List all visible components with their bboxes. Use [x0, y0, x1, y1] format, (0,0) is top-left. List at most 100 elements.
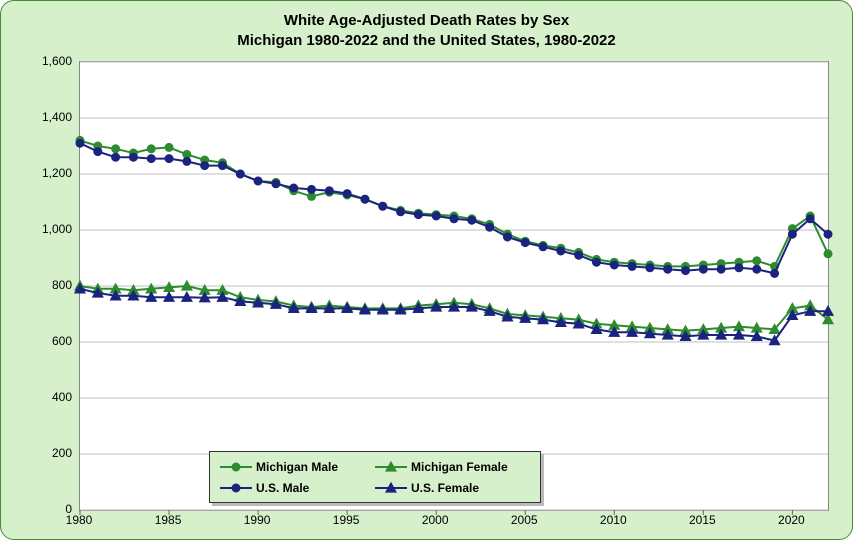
data-point [628, 262, 636, 270]
x-tick-label: 2015 [689, 513, 716, 527]
data-point [521, 239, 529, 247]
series-line [80, 143, 828, 273]
data-point [432, 212, 440, 220]
data-point [201, 162, 209, 170]
data-point [254, 177, 262, 185]
data-point [94, 148, 102, 156]
data-point [232, 484, 240, 492]
legend-item: Michigan Female [375, 456, 530, 477]
x-tick-label: 1995 [333, 513, 360, 527]
series-michigan-male [76, 136, 832, 270]
x-tick-label: 2010 [600, 513, 627, 527]
data-point [610, 261, 618, 269]
data-point [414, 211, 422, 219]
chart-title: White Age-Adjusted Death Rates by Sex Mi… [1, 11, 852, 50]
data-point [236, 170, 244, 178]
legend-label: Michigan Male [256, 457, 338, 477]
plot-area [79, 61, 829, 511]
x-tick-label: 1985 [155, 513, 182, 527]
series-u.s.-female [75, 284, 833, 345]
y-tick-label: 400 [22, 390, 72, 404]
data-point [753, 265, 761, 273]
data-point [486, 223, 494, 231]
data-point [717, 265, 725, 273]
triangle-icon [385, 482, 397, 494]
y-tick-label: 800 [22, 278, 72, 292]
legend-row: U.S. Male U.S. Female [220, 477, 530, 498]
data-point [379, 202, 387, 210]
x-tick-label: 2000 [422, 513, 449, 527]
data-point [218, 162, 226, 170]
data-point [450, 215, 458, 223]
series-u.s.-male [76, 139, 832, 277]
data-point [308, 185, 316, 193]
data-point [325, 187, 333, 195]
triangle-icon [385, 461, 397, 473]
data-point [824, 230, 832, 238]
y-tick-label: 1,400 [22, 110, 72, 124]
data-point [386, 482, 396, 491]
data-point [112, 153, 120, 161]
data-point [165, 155, 173, 163]
legend-label: U.S. Female [411, 478, 479, 498]
data-point [147, 145, 155, 153]
legend-swatch [375, 481, 407, 495]
legend: Michigan MaleMichigan FemaleU.S. MaleU.S… [209, 451, 541, 503]
circle-icon [230, 461, 242, 473]
data-point [664, 265, 672, 273]
y-tick-label: 1,600 [22, 54, 72, 68]
circle-icon [230, 482, 242, 494]
data-point [735, 264, 743, 272]
data-point [397, 208, 405, 216]
y-tick-label: 200 [22, 446, 72, 460]
data-point [806, 215, 814, 223]
legend-item: U.S. Female [375, 477, 530, 498]
data-point [272, 180, 280, 188]
x-tick-label: 1990 [244, 513, 271, 527]
data-point [290, 184, 298, 192]
data-point [183, 157, 191, 165]
series-line [80, 289, 828, 341]
data-point [147, 155, 155, 163]
data-point [112, 145, 120, 153]
x-tick-label: 2005 [511, 513, 538, 527]
legend-swatch [220, 460, 252, 474]
chart-container: White Age-Adjusted Death Rates by Sex Mi… [0, 0, 853, 540]
data-point [575, 251, 583, 259]
data-point [386, 462, 396, 471]
data-point [824, 250, 832, 258]
legend-item: Michigan Male [220, 456, 375, 477]
data-point [682, 267, 690, 275]
data-point [592, 258, 600, 266]
y-tick-label: 1,000 [22, 222, 72, 236]
data-point [699, 265, 707, 273]
data-point [753, 257, 761, 265]
data-point [468, 216, 476, 224]
data-point [165, 143, 173, 151]
data-point [503, 233, 511, 241]
data-point [129, 153, 137, 161]
legend-swatch [375, 460, 407, 474]
data-point [557, 247, 565, 255]
data-point [788, 230, 796, 238]
y-tick-label: 600 [22, 334, 72, 348]
data-point [646, 264, 654, 272]
data-point [539, 243, 547, 251]
plot-svg [80, 62, 828, 510]
data-point [771, 269, 779, 277]
data-point [76, 139, 84, 147]
series-line [80, 140, 828, 266]
x-tick-label: 2020 [778, 513, 805, 527]
chart-title-line2: Michigan 1980-2022 and the United States… [237, 32, 616, 49]
legend-label: U.S. Male [256, 478, 309, 498]
chart-title-line1: White Age-Adjusted Death Rates by Sex [284, 12, 569, 29]
legend-item: U.S. Male [220, 477, 375, 498]
legend-row: Michigan Male Michigan Female [220, 456, 530, 477]
data-point [232, 463, 240, 471]
y-tick-label: 1,200 [22, 166, 72, 180]
legend-label: Michigan Female [411, 457, 508, 477]
data-point [361, 195, 369, 203]
y-tick-label: 0 [22, 502, 72, 516]
x-tick-label: 1980 [66, 513, 93, 527]
data-point [343, 190, 351, 198]
